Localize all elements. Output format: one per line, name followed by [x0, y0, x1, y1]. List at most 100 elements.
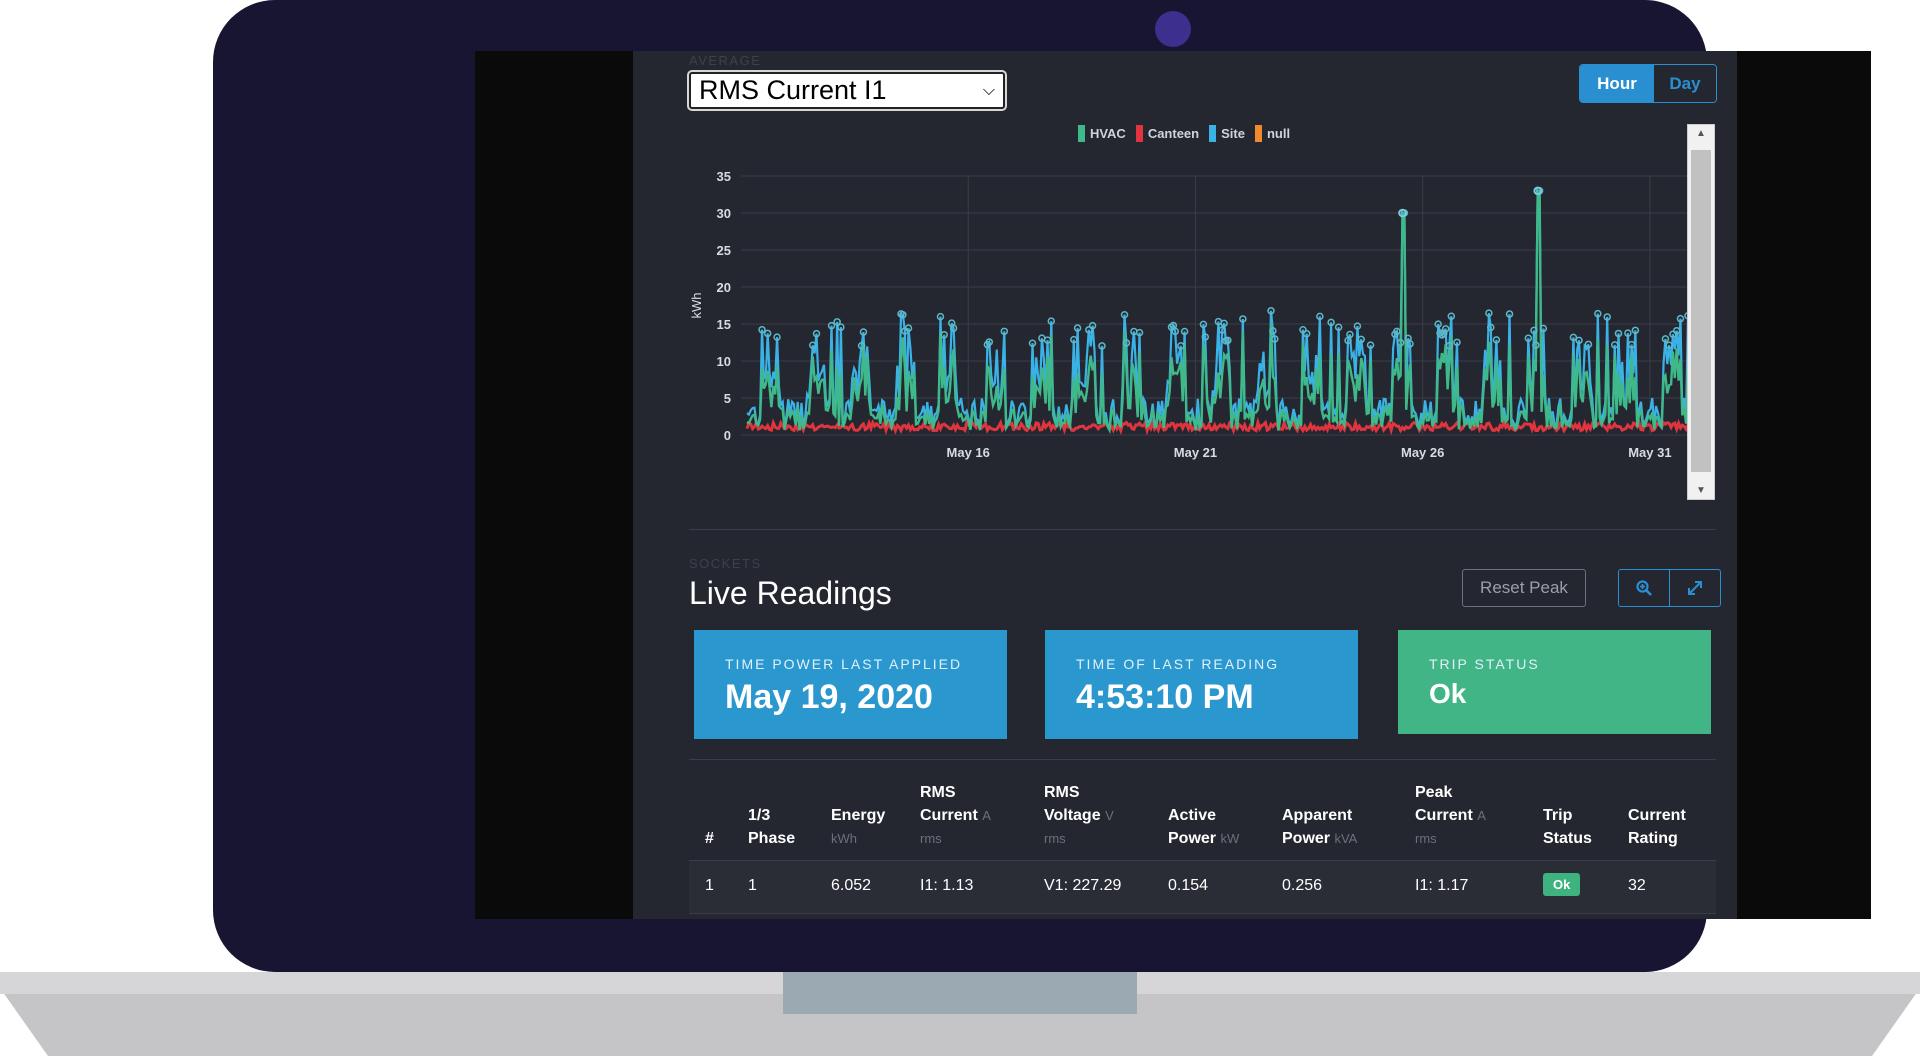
- data-point: [763, 329, 772, 338]
- data-point: [1122, 339, 1131, 347]
- td-active-power: 0.154: [1168, 877, 1209, 894]
- card-trip-status: TRIP STATUS Ok: [1398, 630, 1711, 734]
- th-rms-current: RMS Current A rms: [920, 781, 991, 850]
- data-point: [1539, 324, 1548, 333]
- th-label: Trip: [1543, 807, 1573, 824]
- th-unit: V: [1105, 808, 1114, 823]
- legend-item[interactable]: HVAC: [1077, 125, 1126, 142]
- td-num: 1: [705, 877, 714, 894]
- data-point: [1201, 333, 1210, 341]
- laptop-base: [0, 972, 1920, 1056]
- readings-table: # 1/3 Phase Energy kWh RMS Current A rms: [689, 759, 1716, 914]
- series-line-hvac: [746, 189, 1689, 435]
- legend-item[interactable]: Canteen: [1135, 125, 1199, 142]
- th-unit: kVA: [1334, 831, 1358, 846]
- data-point: [1533, 186, 1543, 196]
- reset-peak-button[interactable]: Reset Peak: [1462, 569, 1586, 607]
- th-unit: rms: [1415, 831, 1437, 846]
- data-point: [1676, 314, 1685, 323]
- data-point: [1269, 327, 1277, 335]
- average-section-label: AVERAGE: [689, 53, 762, 68]
- laptop-lid: AVERAGE RMS Current I1 ⌵ Hour Day HVAC Ca…: [213, 0, 1871, 972]
- scroll-down-icon[interactable]: ▼: [1696, 485, 1706, 496]
- metric-select[interactable]: RMS Current I1 ⌵: [689, 72, 1005, 109]
- data-point: [837, 323, 845, 331]
- status-badge: Ok: [1543, 873, 1581, 896]
- hour-button[interactable]: Hour: [1580, 65, 1654, 102]
- data-point: [1672, 326, 1681, 335]
- data-point: [857, 342, 866, 350]
- scrollbar-thumb[interactable]: [1691, 150, 1711, 472]
- data-point: [1218, 326, 1226, 334]
- data-point: [1603, 313, 1611, 321]
- search-plus-icon: [1636, 580, 1652, 596]
- th-label: Peak: [1415, 784, 1453, 801]
- th-phase: 1/3 Phase: [748, 804, 795, 850]
- range-toggle: Hour Day: [1579, 64, 1717, 103]
- expand-button[interactable]: [1669, 570, 1720, 606]
- legend-swatch: [1077, 125, 1085, 142]
- th-trip-status: Trip Status: [1543, 804, 1592, 850]
- data-point: [1353, 322, 1362, 330]
- card-label: TIME POWER LAST APPLIED: [725, 656, 963, 672]
- th-active-power: Active Power kW: [1168, 804, 1239, 850]
- legend-item[interactable]: null: [1254, 125, 1290, 142]
- data-point: [1532, 341, 1540, 349]
- data-point: [985, 338, 994, 346]
- data-point: [1453, 338, 1461, 347]
- th-label: Status: [1543, 830, 1592, 847]
- data-point: [758, 325, 766, 334]
- data-point: [1661, 335, 1670, 343]
- scroll-up-icon[interactable]: ▲: [1696, 128, 1706, 139]
- data-point: [1393, 327, 1401, 336]
- th-unit: kW: [1220, 831, 1240, 846]
- legend-swatch: [1254, 125, 1262, 142]
- sockets-section-label: SOCKETS: [689, 556, 762, 571]
- data-point: [1610, 341, 1619, 349]
- th-label: Current: [1628, 807, 1686, 824]
- data-point: [1665, 341, 1673, 349]
- legend-item[interactable]: Site: [1209, 125, 1245, 142]
- th-label: Power: [1168, 830, 1217, 847]
- y-tick-label: 5: [724, 391, 731, 406]
- y-tick-label: 30: [717, 206, 731, 221]
- data-point: [1220, 319, 1228, 328]
- data-point: [1445, 341, 1454, 350]
- th-unit: rms: [1044, 831, 1066, 846]
- th-phase-line1: 1/3: [748, 807, 771, 824]
- th-unit: A: [1477, 808, 1486, 823]
- td-apparent-power: 0.256: [1282, 877, 1323, 894]
- data-point: [1070, 335, 1078, 344]
- chart-scrollbar[interactable]: ▲ ▼: [1687, 124, 1715, 500]
- x-tick-label: May 26: [1401, 445, 1444, 460]
- day-button[interactable]: Day: [1654, 65, 1716, 102]
- data-point: [1366, 341, 1375, 349]
- data-point: [899, 311, 907, 319]
- table-header: # 1/3 Phase Energy kWh RMS Current A rms: [689, 759, 1716, 861]
- data-point: [1492, 336, 1501, 344]
- data-point: [1177, 342, 1185, 350]
- th-apparent-power: Apparent Power kVA: [1282, 804, 1357, 850]
- data-point: [1299, 325, 1307, 334]
- data-point: [1028, 339, 1037, 347]
- data-point: [1569, 333, 1578, 342]
- y-tick-label: 0: [724, 428, 731, 443]
- th-label: Current: [1415, 807, 1473, 824]
- data-point: [1267, 307, 1275, 315]
- data-point: [1271, 335, 1279, 343]
- chart-plot: 0 5 10 15 20 25 30 35 May 16 May 21 May 26 May 31 kW…: [689, 169, 1689, 460]
- data-point: [1614, 329, 1623, 338]
- card-value: May 19, 2020: [725, 678, 933, 716]
- data-point: [1624, 329, 1632, 337]
- legend-label: Site: [1221, 126, 1245, 141]
- th-label: Current: [920, 807, 978, 824]
- th-label: RMS: [920, 784, 956, 801]
- x-tick-label: May 21: [1174, 445, 1217, 460]
- zoom-button[interactable]: [1619, 570, 1669, 606]
- x-tick-label: May 16: [947, 445, 990, 460]
- th-label: Active: [1168, 807, 1217, 824]
- data-point: [1171, 327, 1179, 336]
- th-phase-line2: Phase: [748, 830, 796, 847]
- data-point: [1073, 324, 1082, 332]
- card-last-reading: TIME OF LAST READING 4:53:10 PM: [1045, 630, 1358, 739]
